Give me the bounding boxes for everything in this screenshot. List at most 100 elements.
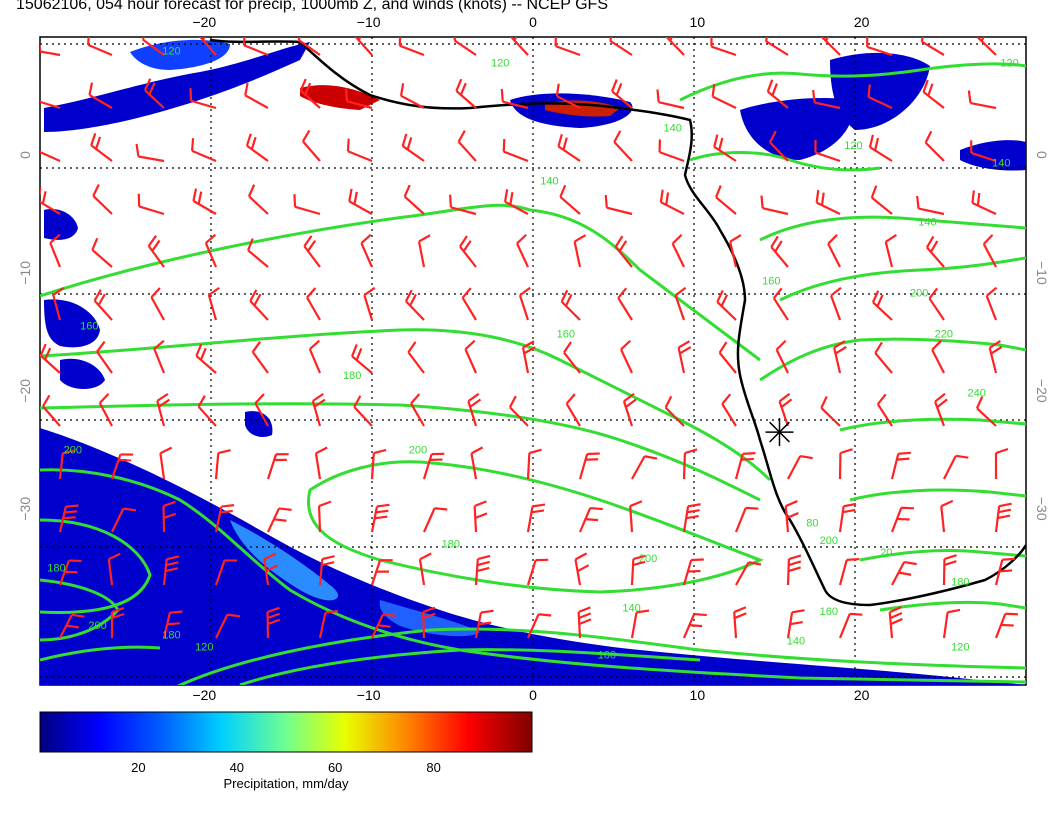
wind-barb (159, 446, 173, 480)
wind-barb (890, 451, 911, 480)
colorbar-tick-label: 80 (426, 760, 440, 775)
wind-barb (994, 502, 1012, 533)
wind-barb (474, 609, 494, 639)
wind-barb (557, 133, 581, 162)
y-tick-label-right: −10 (1034, 261, 1050, 285)
wind-barb (988, 340, 1003, 374)
wind-barb (682, 448, 698, 480)
wind-barb (297, 37, 321, 56)
contour-label: 180 (951, 576, 969, 588)
contour-label: 160 (820, 606, 838, 618)
wind-barb (40, 343, 61, 374)
wind-barb (526, 503, 546, 533)
contour-label: 120 (162, 46, 180, 58)
y-tick-label-left: −20 (17, 379, 33, 403)
wind-barb (617, 287, 633, 321)
wind-barb (838, 448, 853, 480)
wind-barb (630, 609, 650, 639)
wind-barb (110, 453, 134, 480)
wind-barb (735, 561, 762, 586)
contour-label: 20 (880, 547, 892, 559)
wind-barb (659, 189, 685, 215)
contour-label: 120 (844, 140, 862, 152)
wind-barb (345, 88, 373, 110)
wind-barb (888, 606, 903, 639)
wind-barb (518, 286, 531, 321)
wind-barb (421, 606, 436, 639)
wind-barb (820, 396, 841, 427)
wind-barb (820, 37, 841, 56)
x-tick-label-bottom: 10 (690, 687, 706, 703)
wind-barb (370, 448, 387, 480)
wind-barb (360, 233, 374, 268)
wind-barb (928, 287, 945, 321)
wind-barb (664, 395, 685, 427)
x-tick-label-top: −20 (192, 14, 216, 30)
wind-barb (470, 446, 484, 480)
wind-barb (162, 610, 183, 639)
contour-line (40, 645, 161, 662)
wind-barb (467, 392, 482, 427)
wind-barb (40, 188, 61, 215)
wind-barb (137, 193, 165, 216)
x-axis-bottom: −20 −10 0 10 20 (192, 687, 869, 703)
wind-barb (143, 78, 165, 109)
wind-barb (787, 454, 813, 480)
wind-barb (786, 609, 805, 639)
wind-barb (153, 339, 166, 374)
wind-barb (266, 606, 281, 639)
x-tick-label-bottom: 20 (854, 687, 870, 703)
y-axis-right: 0 −10 −20 −30 (1034, 151, 1050, 521)
wind-barb (473, 500, 488, 533)
wind-barb (922, 79, 945, 109)
wind-barb (734, 506, 759, 533)
colorbar-tick-label: 20 (131, 760, 145, 775)
wind-barb (916, 195, 945, 216)
wind-barb (925, 235, 945, 268)
contour-label: 120 (1000, 57, 1018, 69)
wind-barb (866, 37, 893, 57)
coastline (209, 38, 1026, 607)
wind-barb (830, 286, 842, 321)
wind-barb (526, 448, 542, 480)
contour-label: 140 (622, 602, 640, 614)
wind-barb (677, 340, 692, 374)
colorbar-tick-label: 60 (328, 760, 342, 775)
wind-barb (267, 507, 292, 533)
wind-barb (620, 339, 633, 374)
contour-label: 180 (47, 562, 65, 574)
y-tick-label-left: −10 (17, 261, 33, 285)
wind-barb (244, 82, 269, 109)
contour-line (849, 488, 1026, 502)
wind-barb (967, 90, 997, 110)
wind-barb (370, 559, 393, 586)
precip-area (44, 42, 310, 132)
wind-barb (204, 233, 218, 268)
contour-labels: 120 120 140 160 180 160 200 200 180 200 180 200 180 1… (47, 46, 1018, 662)
x-tick-label-top: 0 (529, 14, 537, 30)
colorbar-tick-label: 40 (230, 760, 244, 775)
contour-label: 240 (968, 388, 986, 400)
wind-barb (509, 37, 529, 56)
wind-barb (994, 557, 1015, 586)
precip-area (960, 140, 1026, 171)
wind-barb (784, 500, 799, 533)
wind-barb (40, 149, 61, 163)
wind-barb (195, 343, 217, 374)
wind-barb (630, 554, 646, 586)
wind-barb (508, 395, 529, 427)
wind-barb (940, 499, 954, 533)
wind-barb (733, 606, 747, 639)
wind-barb (404, 289, 425, 321)
y-tick-label-right: 0 (1034, 151, 1050, 159)
wind-barb (293, 194, 321, 216)
wind-barb (574, 552, 590, 586)
wind-barb (682, 558, 704, 586)
wind-barb (111, 507, 137, 533)
wind-barb (563, 341, 581, 374)
wind-barb (891, 560, 917, 586)
wind-barb (410, 393, 425, 427)
wind-barb (192, 188, 217, 215)
contour-label: 120 (951, 641, 969, 653)
